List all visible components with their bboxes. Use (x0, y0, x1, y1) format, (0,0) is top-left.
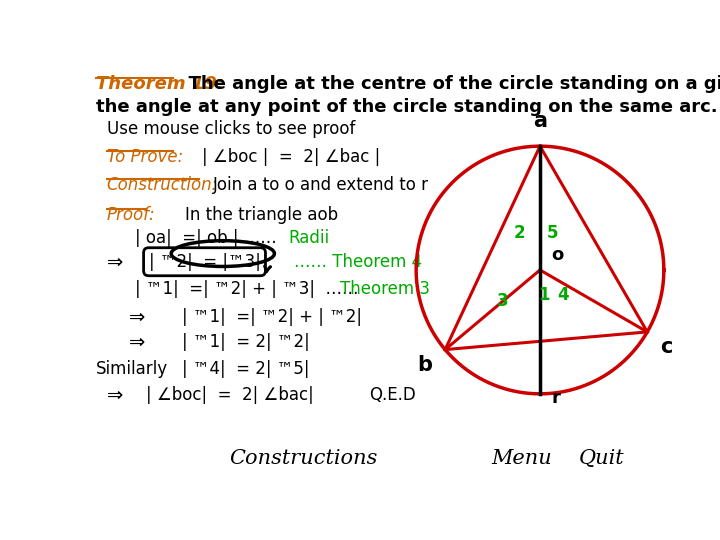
Text: …… Theorem 4: …… Theorem 4 (294, 253, 422, 271)
Text: the angle at any point of the circle standing on the same arc.: the angle at any point of the circle sta… (96, 98, 717, 116)
Text: Similarly: Similarly (96, 360, 168, 378)
Text: 4: 4 (558, 286, 570, 304)
Text: o: o (551, 246, 563, 264)
Text: r: r (551, 389, 560, 407)
Text: Theorem 19:: Theorem 19: (96, 75, 224, 93)
Text: a: a (533, 111, 547, 131)
Text: Radii: Radii (288, 229, 329, 247)
Text: 5: 5 (546, 224, 558, 242)
Text: Constructions: Constructions (230, 449, 378, 468)
Text: | ™1|  =| ™2| + | ™2|: | ™1| =| ™2| + | ™2| (182, 308, 362, 326)
Text: Theorem 3: Theorem 3 (340, 280, 430, 298)
Text: 1: 1 (538, 286, 549, 304)
Text: 3: 3 (497, 292, 508, 310)
Text: | oa|  =| ob | ……: | oa| =| ob | …… (135, 229, 276, 247)
Text: To Prove:: To Prove: (107, 148, 183, 166)
Text: Use mouse clicks to see proof: Use mouse clicks to see proof (107, 120, 355, 138)
Text: ⇒: ⇒ (107, 253, 123, 272)
Text: In the triangle aob: In the triangle aob (185, 206, 338, 224)
Text: 2: 2 (513, 224, 525, 242)
Text: Proof:: Proof: (107, 206, 156, 224)
Text: | ∠boc|  =  2| ∠bac|: | ∠boc| = 2| ∠bac| (145, 386, 313, 404)
Text: | ∠boc |  =  2| ∠bac |: | ∠boc | = 2| ∠bac | (202, 148, 380, 166)
Text: | ™1|  = 2| ™2|: | ™1| = 2| ™2| (182, 333, 310, 351)
Text: ⇒: ⇒ (129, 333, 145, 352)
Text: c: c (660, 337, 672, 357)
Text: | ™4|  = 2| ™5|: | ™4| = 2| ™5| (182, 360, 310, 378)
Text: | ™1|  =| ™2| + | ™3|  ……: | ™1| =| ™2| + | ™3| …… (135, 280, 358, 298)
Text: ⇒: ⇒ (129, 308, 145, 327)
Text: The angle at the centre of the circle standing on a given arc is twice: The angle at the centre of the circle st… (176, 75, 720, 93)
Text: Construction:: Construction: (107, 176, 218, 194)
Text: b: b (418, 355, 433, 375)
Text: | ™2|  = |™3|: | ™2| = |™3| (148, 253, 261, 271)
Text: Join a to o and extend to r: Join a to o and extend to r (213, 176, 429, 194)
Text: Quit: Quit (578, 449, 624, 468)
Text: Q.E.D: Q.E.D (369, 386, 415, 404)
Text: Menu: Menu (492, 449, 552, 468)
Text: ⇒: ⇒ (107, 386, 123, 405)
